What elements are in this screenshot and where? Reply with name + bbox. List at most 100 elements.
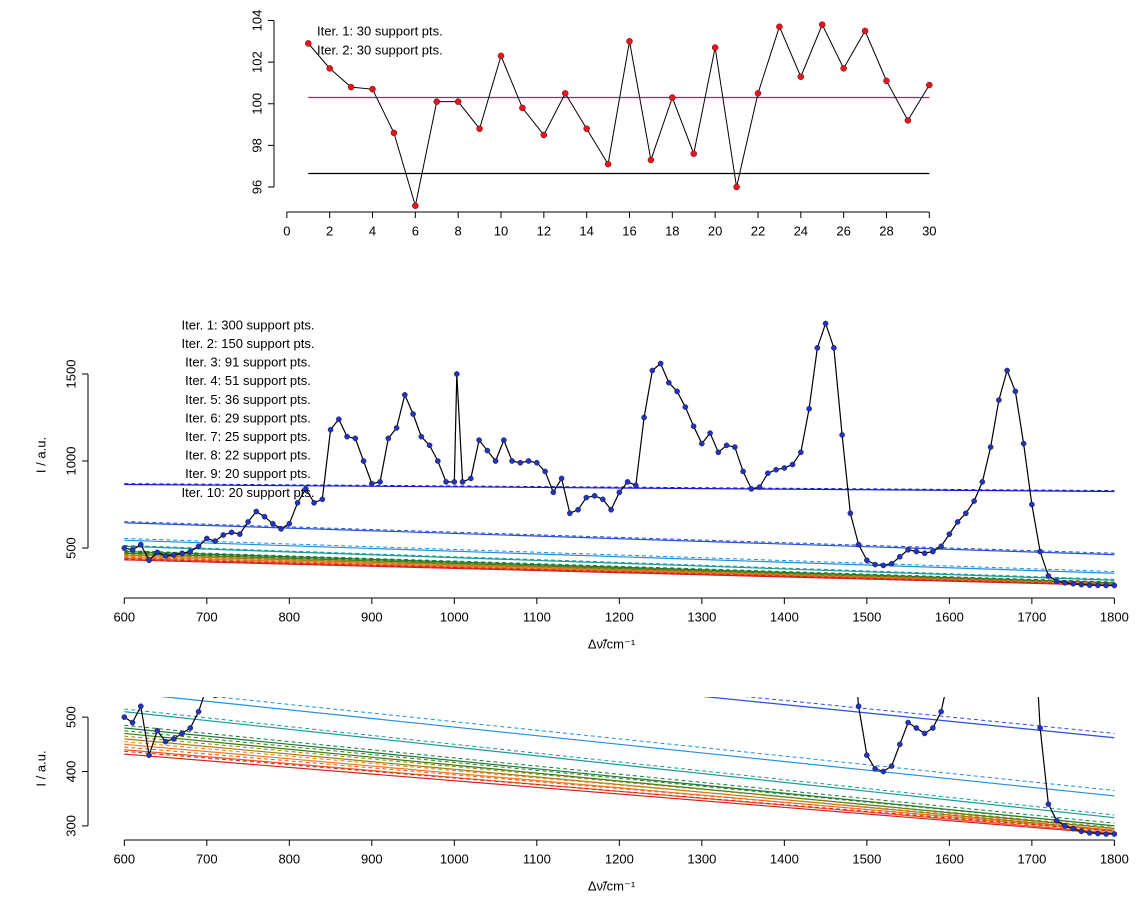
spectrum-point (864, 752, 870, 758)
spectrum-point (369, 480, 375, 487)
spectrum-point (162, 553, 169, 559)
spectrum-point (699, 440, 705, 447)
spectrum-point (1012, 388, 1019, 395)
y-tick-label: 500 (63, 706, 78, 728)
data-point (776, 23, 783, 30)
spectrum-point (905, 546, 911, 553)
spectrum-point (814, 345, 821, 351)
plot-0: 0 2 4 6 8 10 12 14 16 18 20 22 24 26 28 309698100102104… (249, 10, 936, 239)
data-point (476, 125, 483, 132)
spectrum-point (162, 738, 169, 745)
spectrum-point (575, 506, 581, 513)
spectrum-point (724, 394, 729, 399)
spectrum-point (129, 719, 136, 726)
spectrum-point (204, 535, 210, 542)
spectrum-point (1086, 582, 1093, 588)
spectrum-point (732, 444, 738, 450)
spectrum-point (946, 531, 953, 537)
data-point (519, 104, 526, 112)
x-tick-label: 1800 (1100, 851, 1129, 866)
spectrum-point (245, 519, 251, 525)
spectrum-point (154, 727, 161, 734)
data-point (412, 202, 419, 210)
spectrum-point (1005, 160, 1010, 165)
spectrum-point (179, 550, 185, 557)
y-tick-label: 1000 (63, 447, 78, 476)
y-tick-label: 98 (249, 138, 264, 152)
baseline-dashed (213, 697, 1115, 792)
plot-area (121, 320, 1118, 589)
y-tick-label: 104 (249, 10, 264, 32)
spectrum-point (286, 520, 293, 527)
plot-2: 600 700 800 900 1000 1100 1200 1300 1400 1500 1600… (33, 89, 1129, 893)
x-tick-label: 1100 (523, 851, 551, 866)
x-tick-label: 24 (794, 223, 808, 238)
spectrum-point (840, 361, 845, 366)
x-tick-label: 1400 (770, 609, 799, 624)
spectrum-point (525, 458, 532, 464)
spectrum-point (336, 312, 341, 317)
data-point (626, 38, 633, 45)
spectrum-point (476, 437, 482, 443)
spectrum-point (831, 345, 837, 351)
plot-area (121, 89, 1118, 837)
data-point (840, 65, 847, 72)
spectrum-point (765, 481, 770, 486)
spectrum-point (468, 475, 474, 482)
spectrum-point (1053, 817, 1060, 824)
baseline (124, 550, 1115, 584)
spectrum-point (781, 465, 788, 471)
spectrum-point (616, 489, 623, 496)
spectrum-point (996, 397, 1002, 403)
legend-entry: Iter. 8: 22 support pts. (185, 448, 311, 463)
spectrum-point (1086, 830, 1093, 836)
data-point (583, 125, 590, 132)
spectrum-point (807, 280, 812, 285)
data-point (926, 81, 933, 89)
spectrum-point (1004, 367, 1010, 374)
spectrum-point (963, 510, 969, 517)
spectrum-point (294, 499, 301, 506)
x-tick-label: 16 (622, 223, 636, 238)
spectrum-point (1078, 828, 1085, 835)
x-tick-label: 800 (278, 851, 300, 866)
spectrum-point (1095, 830, 1101, 837)
baseline (124, 753, 1115, 835)
spectrum-point (625, 508, 630, 513)
spectrum-point (1095, 582, 1101, 589)
spectrum-point (542, 468, 548, 475)
spectrum-point (624, 479, 631, 485)
data-point (861, 27, 869, 35)
x-tick-label: 8 (455, 223, 462, 238)
spectrum-point (550, 489, 557, 496)
spectrum-point (187, 725, 194, 731)
spectrum-point (410, 411, 416, 417)
legend-entry: Iter. 1: 300 support pts. (182, 317, 315, 332)
legend-entry: Iter. 7: 25 support pts. (185, 429, 311, 444)
baseline-dashed (124, 735, 1115, 828)
spectrum-point (1037, 548, 1043, 555)
spectrum-point (757, 524, 762, 529)
spectrum-point (386, 372, 391, 377)
spectrum-point (377, 479, 383, 485)
spectrum-point (765, 470, 771, 476)
spectrum-point (913, 725, 920, 731)
spectrum-point (410, 296, 415, 301)
legend-entry: Iter. 2: 150 support pts. (182, 336, 315, 351)
spectrum-point (129, 546, 136, 553)
spectrum-point (988, 399, 993, 404)
x-tick-label: 900 (361, 609, 383, 624)
spectrum-point (831, 89, 836, 94)
spectrum-point (798, 415, 803, 420)
spectrum-point (171, 552, 177, 558)
spectrum-point (402, 392, 408, 398)
x-tick-label: 30 (922, 223, 936, 238)
spectrum-point (658, 138, 663, 143)
data-point (647, 156, 655, 164)
spectrum-point (460, 508, 465, 513)
spectrum-point (872, 561, 878, 568)
legend-entry: Iter. 10: 20 support pts. (182, 485, 315, 500)
x-tick-label: 1700 (1017, 609, 1046, 624)
y-tick-label: 100 (249, 93, 264, 115)
